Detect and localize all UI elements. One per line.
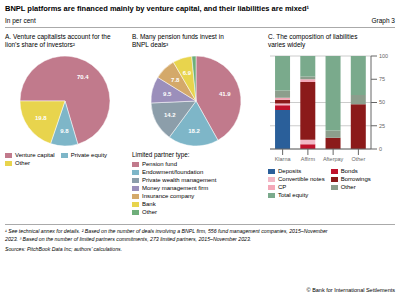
- html-text:2023. ³ Based on the number of: 2023. ³ Based on the number of limited p…: [5, 236, 252, 242]
- html-text:Insurance company: Insurance company: [142, 193, 195, 199]
- html-text:Borrowings: Borrowings: [340, 176, 371, 182]
- html-text:© Bank for International Settl: © Bank for International Settlements: [306, 287, 395, 293]
- html-text:BNPL platforms are financed ma: BNPL platforms are financed mainly by ve…: [5, 4, 310, 13]
- svg-text:75: 75: [379, 76, 385, 82]
- html-text:Other: Other: [340, 184, 356, 190]
- html-text:Other: Other: [142, 209, 157, 215]
- html-text:Total equity: Total equity: [278, 192, 309, 198]
- svg-text:41.9: 41.9: [219, 91, 231, 97]
- html-text:Convertible notes: Convertible notes: [278, 176, 325, 182]
- svg-text:Affirm: Affirm: [301, 156, 316, 162]
- svg-text:9.5: 9.5: [163, 91, 172, 97]
- svg-text:Other: Other: [351, 156, 365, 162]
- svg-text:6.9: 6.9: [183, 70, 192, 76]
- html-text:Private wealth management: Private wealth management: [142, 177, 217, 183]
- html-text:¹ See technical annex for deta: ¹ See technical annex for details. ² Bas…: [5, 228, 328, 234]
- html-text:Bonds: Bonds: [340, 168, 358, 174]
- html-text:C. The composition of liabilit: C. The composition of liabilities varies…: [268, 33, 358, 48]
- svg-text:25: 25: [379, 123, 385, 129]
- html-text:Limited partner type:: Limited partner type:: [132, 151, 190, 158]
- svg-text:19.8: 19.8: [35, 115, 47, 121]
- html-text:Graph 3: Graph 3: [371, 17, 395, 24]
- html-text:Venture capital: Venture capital: [15, 152, 55, 158]
- html-text:CP: CP: [278, 184, 287, 190]
- html-text:Endowment/foundation: Endowment/foundation: [142, 169, 204, 175]
- html-text:Other: Other: [15, 160, 30, 166]
- html-text:Deposits: Deposits: [278, 168, 302, 174]
- svg-text:7.8: 7.8: [171, 77, 180, 83]
- html-text:Bank: Bank: [142, 201, 156, 207]
- svg-text:9.8: 9.8: [60, 128, 69, 134]
- html-text:In per cent: In per cent: [5, 17, 36, 24]
- svg-text:0: 0: [379, 146, 382, 152]
- html-text:Private equity: Private equity: [70, 152, 108, 158]
- svg-text:50: 50: [379, 99, 385, 105]
- html-text:A. Venture capitalists account: A. Venture capitalists account for the l…: [5, 33, 111, 48]
- svg-text:18.2: 18.2: [188, 128, 200, 134]
- svg-text:14.2: 14.2: [164, 112, 176, 118]
- html-text:Sources: PitchBook Data Inc; a: Sources: PitchBook Data Inc; authors’ ca…: [5, 246, 123, 252]
- svg-text:Afterpay: Afterpay: [323, 156, 344, 162]
- svg-text:Klarna: Klarna: [275, 156, 292, 162]
- html-text:Pension fund: Pension fund: [142, 161, 177, 167]
- svg-text:70.4: 70.4: [77, 74, 89, 80]
- svg-text:100: 100: [379, 53, 388, 59]
- html-text:Money management firm: Money management firm: [142, 185, 209, 191]
- html-text:B. Many pension funds invest i: B. Many pension funds invest in BNPL dea…: [132, 33, 224, 48]
